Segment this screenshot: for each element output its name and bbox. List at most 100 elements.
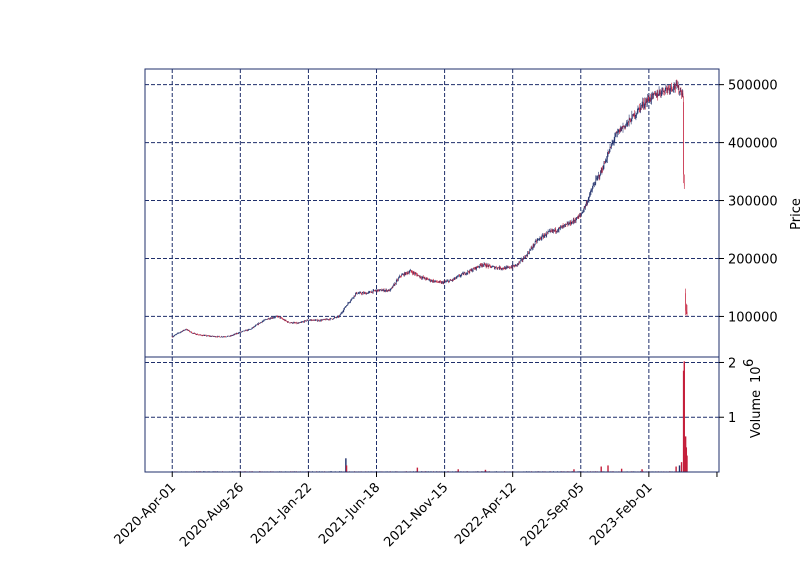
- candle-body: [585, 204, 586, 208]
- candle-body: [266, 319, 268, 320]
- candle-body: [301, 321, 303, 323]
- candle-body: [359, 292, 361, 294]
- candle-body: [235, 333, 236, 335]
- candle-body: [500, 266, 501, 269]
- candle-body: [395, 280, 397, 284]
- candle-body: [261, 321, 263, 323]
- candle-body: [444, 281, 446, 282]
- candle-body: [470, 269, 472, 271]
- candle-body: [553, 230, 555, 231]
- candle-body: [288, 321, 289, 323]
- candle-body: [223, 336, 225, 338]
- candle-body: [623, 126, 624, 127]
- candle-body: [294, 322, 296, 324]
- candle-body: [389, 289, 391, 292]
- candle-body: [458, 275, 460, 277]
- candle-body: [184, 329, 185, 331]
- candle-body: [595, 178, 597, 184]
- candle-body: [219, 336, 221, 338]
- candle-body: [510, 267, 511, 269]
- candle-body: [562, 225, 563, 228]
- candle-body: [572, 219, 574, 223]
- candle-body: [374, 290, 376, 292]
- candle-body: [468, 271, 470, 273]
- candle-body: [415, 273, 416, 275]
- candle-body: [308, 320, 309, 321]
- candle-body: [521, 258, 522, 260]
- candle-body: [505, 267, 507, 270]
- candle-body: [567, 223, 569, 226]
- candle-body: [203, 335, 204, 336]
- candle-body: [532, 244, 534, 248]
- candle-body: [378, 289, 379, 291]
- candle-body: [252, 327, 254, 328]
- candle-body: [234, 334, 236, 335]
- candle-body: [208, 335, 209, 337]
- candle-body: [267, 318, 269, 320]
- candle-body: [233, 334, 235, 335]
- candle-body: [506, 267, 507, 268]
- candle-body: [532, 247, 533, 249]
- price-y-axis: 100000 200000 300000 400000 500000: [719, 79, 778, 325]
- candle-body: [197, 334, 198, 335]
- candle-body: [485, 266, 487, 267]
- volume-scale-label: 10 6: [742, 359, 764, 383]
- candle-body: [649, 97, 650, 102]
- candle-body: [466, 272, 468, 274]
- candle-body: [210, 336, 212, 337]
- candle-body: [472, 268, 474, 271]
- candle-body: [604, 162, 605, 164]
- candle-body: [429, 279, 431, 282]
- candle-body: [576, 217, 577, 220]
- candle-body: [178, 332, 180, 334]
- candle-body: [296, 322, 298, 324]
- candle-body: [344, 307, 346, 308]
- candle-body: [642, 101, 644, 105]
- candle-body: [478, 266, 479, 268]
- candle-body: [307, 320, 309, 321]
- candle-body: [271, 317, 272, 319]
- candle-body: [207, 335, 208, 337]
- candle-body: [538, 238, 540, 240]
- candle-body: [516, 264, 518, 266]
- candle-body: [319, 320, 321, 322]
- candle-body: [195, 333, 196, 335]
- candle-body: [454, 277, 456, 279]
- volume-bar: [620, 468, 623, 472]
- candle-body: [488, 264, 490, 267]
- candle-body: [380, 289, 381, 291]
- candle-body: [608, 152, 609, 154]
- candle-body: [319, 320, 320, 321]
- candle-body: [269, 318, 271, 319]
- candle-body: [260, 322, 262, 323]
- candle-body: [189, 331, 191, 333]
- candle-body: [215, 336, 217, 338]
- candle-body: [574, 220, 575, 222]
- candle-body: [490, 266, 492, 268]
- candle-body: [568, 223, 570, 225]
- candle-body: [391, 287, 393, 289]
- candle-body: [664, 89, 666, 93]
- candle-body: [363, 292, 365, 294]
- candle-body: [613, 141, 614, 143]
- candle-body: [457, 276, 458, 277]
- candle-body: [384, 290, 385, 292]
- candle-body: [501, 268, 503, 270]
- candle-body: [365, 293, 367, 295]
- candle-body: [387, 290, 389, 291]
- candle-body: [291, 322, 292, 323]
- candle-body: [350, 300, 351, 302]
- candle-body: [583, 206, 585, 210]
- candle-body: [648, 100, 650, 102]
- candle-body: [356, 292, 358, 294]
- candle-body: [654, 93, 655, 95]
- candle-body: [325, 318, 327, 321]
- candle-body: [526, 255, 528, 257]
- candle-body: [560, 226, 562, 228]
- candle-body: [295, 322, 297, 324]
- candle-body: [366, 293, 368, 294]
- candle-body: [432, 280, 434, 282]
- price-y-tick-label: 300000: [728, 195, 778, 210]
- candle-body: [624, 125, 625, 127]
- candle-body: [479, 266, 480, 268]
